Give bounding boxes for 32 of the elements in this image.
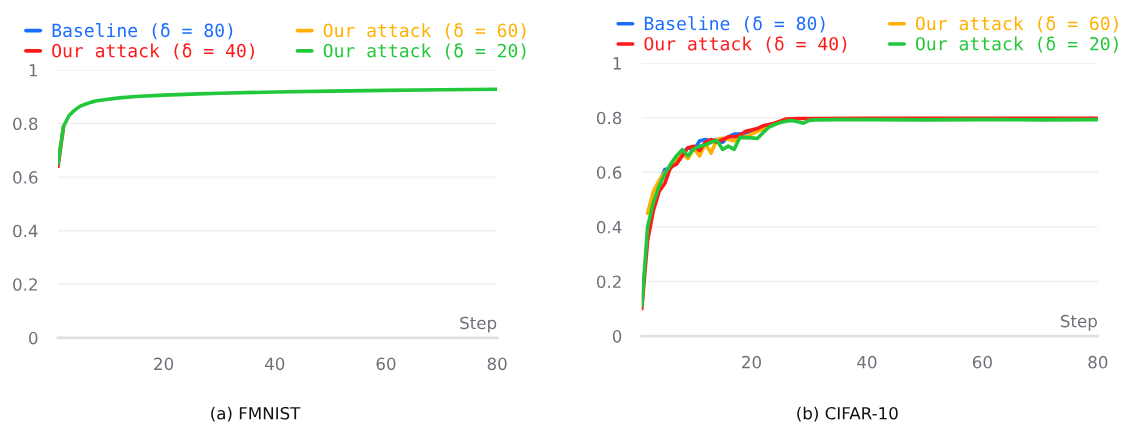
y-tick-label: 0.2 (13, 278, 37, 291)
legend-label: Baseline (δ = 80) (644, 16, 825, 33)
y-tick-label: 0.6 (596, 166, 622, 179)
legend-label: Our attack (δ = 20) (323, 43, 526, 60)
legend-label: Our attack (δ = 40) (644, 36, 847, 53)
legend-label: Our attack (δ = 40) (52, 43, 254, 60)
y-tick-label: 0.4 (596, 220, 622, 234)
y-tick-label: 0.8 (13, 117, 38, 131)
x-tick-label: 80 (1088, 355, 1108, 369)
text: (b) CIFAR-10 (797, 406, 898, 422)
y-tick-label: 0.2 (596, 275, 621, 289)
legend-label: Baseline (δ = 80) (52, 23, 233, 40)
x-tick-label: 40 (857, 355, 877, 369)
x-axis-title: Step (460, 316, 497, 333)
x-tick-label: 60 (376, 357, 396, 371)
y-tick-label: 0.4 (13, 224, 38, 238)
x-tick-label: 20 (154, 357, 174, 371)
legend-label: Our attack (δ = 20) (916, 36, 1118, 53)
y-tick-label: 0.8 (596, 111, 622, 125)
y-tick-label: 0.6 (13, 171, 38, 184)
y-tick-label: 0 (612, 330, 622, 343)
y-tick-label: 1 (613, 57, 621, 70)
x-tick-label: 20 (742, 355, 761, 369)
y-tick-label: 1 (29, 64, 38, 77)
legend-label: Our attack (δ = 60) (323, 23, 526, 40)
x-tick-label: 80 (487, 357, 507, 371)
x-tick-label: 60 (972, 355, 992, 369)
x-axis-title: Step (1061, 314, 1097, 331)
x-tick-label: 40 (264, 357, 285, 371)
y-tick-label: 0 (29, 331, 38, 345)
legend-label: Our attack (δ = 60) (916, 16, 1118, 33)
text: (a) FMNIST (211, 406, 301, 422)
